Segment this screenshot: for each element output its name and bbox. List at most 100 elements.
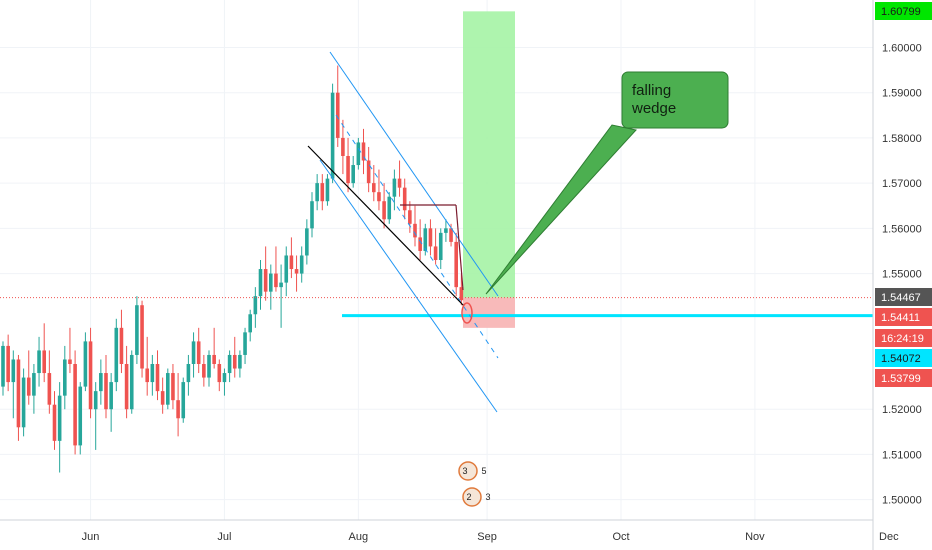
price-badge: 1.54467 [875, 288, 932, 306]
price-highlight-circle [461, 302, 473, 324]
candle-body [232, 354, 237, 369]
y-tick-label: 1.50000 [882, 495, 922, 507]
candle-body [129, 354, 134, 410]
candle-body [73, 364, 77, 446]
price-axis[interactable]: 1.60000 1.59000 1.58000 1.57000 1.56000 1.550… [872, 0, 932, 550]
callout-box [621, 71, 729, 129]
candle-body [93, 391, 98, 410]
candle-body [397, 178, 402, 188]
candle-body [238, 354, 242, 369]
candle-body [253, 296, 258, 315]
candle-body [248, 314, 252, 333]
wedge-drop-line [455, 204, 464, 291]
candle-body [299, 255, 304, 274]
candle-body [294, 269, 299, 274]
candle-body [135, 305, 139, 355]
price-axis-background [873, 0, 932, 550]
price-badge-label: 1.54467 [881, 292, 921, 304]
candle-body [402, 187, 407, 211]
price-badge-background [875, 349, 932, 367]
candle-body [176, 400, 180, 419]
price-badge-background [875, 308, 932, 326]
wedge-lower-line [307, 145, 465, 307]
candle-body [32, 373, 36, 396]
candle-body [289, 255, 294, 270]
x-tick-label: Oct [612, 531, 629, 543]
candle-body [372, 183, 376, 193]
candle-body [63, 359, 67, 396]
candle-body [181, 382, 186, 419]
candle-body [459, 287, 464, 301]
candle-body [454, 241, 458, 288]
candle-body [78, 386, 83, 446]
candle-body [361, 142, 366, 161]
time-axis[interactable]: Jun Jul Aug Sep Oct Nov Dec [0, 519, 899, 543]
price-badge-background [875, 2, 932, 20]
event-count-label: 3 [462, 466, 467, 476]
price-badge-label: 1.53799 [881, 373, 921, 385]
candle-body [212, 354, 216, 364]
candle-body [166, 373, 170, 405]
target-zone [463, 11, 515, 298]
candle-body [1, 345, 5, 387]
y-tick-label: 1.52000 [882, 404, 922, 416]
candle-body [305, 228, 309, 256]
candle-body [382, 201, 386, 220]
x-tick-label: Nov [745, 531, 765, 543]
x-tick-label: Sep [477, 531, 497, 543]
candle-body [196, 341, 201, 364]
candle-body [47, 373, 52, 405]
candle-body [284, 255, 289, 283]
candle-body [366, 160, 371, 184]
stop-zone [463, 297, 515, 328]
candle-body [124, 364, 129, 410]
candle-body [37, 350, 41, 374]
price-badge-label: 1.54411 [881, 312, 920, 324]
price-badge-background [875, 369, 932, 387]
candle-body [279, 282, 283, 288]
candle-body [52, 404, 57, 441]
candle-body [119, 327, 124, 364]
y-tick-label: 1.59000 [882, 88, 922, 100]
candle-body [408, 210, 412, 224]
candle-body [423, 228, 428, 251]
y-tick-label: 1.56000 [882, 223, 922, 235]
candle-body [186, 364, 191, 383]
grid [0, 0, 890, 520]
y-tick-label: 1.51000 [882, 449, 922, 461]
channel-lower-line [319, 159, 498, 413]
candle-body [325, 178, 330, 202]
event-flag-icon [458, 461, 478, 481]
candle-body [217, 364, 222, 383]
candle-body [155, 364, 160, 392]
candle-body [392, 178, 397, 197]
candle-body [99, 373, 103, 392]
candle-body [202, 364, 206, 378]
channel-upper-line [329, 51, 499, 297]
candle-body [413, 223, 417, 238]
candle-body [227, 354, 232, 374]
x-tick-label: Jul [217, 531, 231, 543]
candle-body [171, 373, 175, 401]
y-tick-label: 1.60000 [882, 42, 922, 54]
candle-body [330, 92, 335, 179]
candle-body [140, 305, 144, 369]
candle-body [444, 228, 448, 233]
x-tick-label: Dec [879, 531, 899, 543]
candle-body [356, 142, 361, 166]
candle-body [207, 354, 211, 378]
candle-body [83, 341, 88, 387]
event-count-label-secondary: 5 [481, 466, 486, 476]
event-markers[interactable]: 3 52 3 [458, 461, 491, 507]
candle-body [377, 192, 381, 202]
candle-body [387, 196, 392, 220]
price-badge-label: 1.60799 [881, 6, 921, 18]
candle-body [16, 359, 21, 428]
candles [1, 65, 464, 473]
price-badge-label: 1.54072 [881, 353, 921, 365]
event-count-label: 2 [466, 492, 471, 502]
